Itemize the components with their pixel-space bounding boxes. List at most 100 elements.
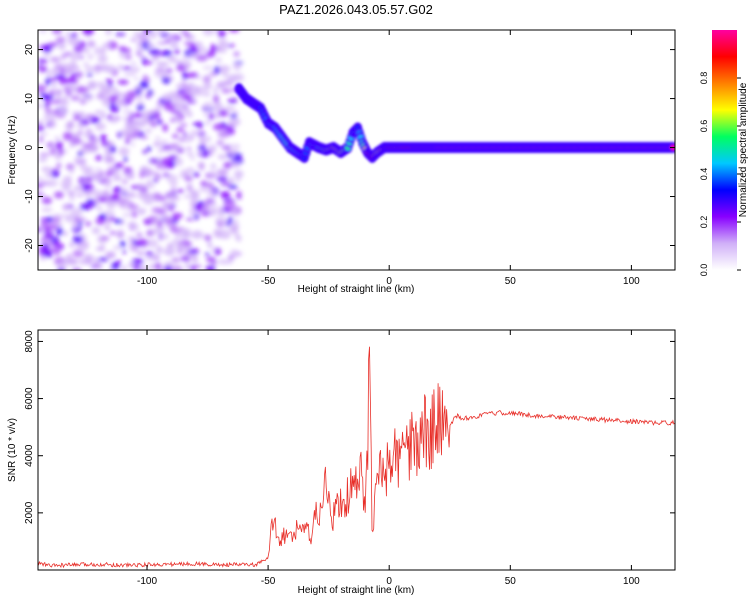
snr-xtick-label: -100	[137, 576, 157, 587]
noise-speckle	[51, 168, 57, 172]
noise-speckle	[153, 107, 161, 112]
noise-speckle	[98, 213, 107, 220]
noise-speckle	[104, 150, 113, 158]
noise-speckle	[216, 176, 228, 182]
spectrogram-xlabel: Height of straight line (km)	[298, 284, 415, 295]
noise-speckle	[228, 30, 240, 33]
noise-speckle	[127, 221, 138, 229]
spectrogram-ytick-label: 10	[24, 93, 35, 105]
noise-speckle	[54, 136, 60, 141]
noise-speckle	[89, 137, 100, 144]
noise-speckle	[176, 64, 186, 72]
noise-speckle	[179, 99, 187, 103]
snr-panel: -100 -50 0 50 100 2000 4000 6000 8000 Height of …	[7, 329, 676, 596]
noise-speckle	[101, 42, 112, 48]
noise-speckle	[188, 81, 194, 88]
noise-speckle	[49, 77, 57, 82]
noise-speckle	[38, 66, 43, 71]
noise-speckle	[146, 146, 152, 152]
noise-speckle	[208, 112, 214, 121]
spectrogram-xtick-label: -50	[261, 276, 276, 287]
noise-speckle	[195, 90, 205, 96]
noise-speckle	[224, 200, 236, 209]
noise-speckle	[223, 106, 236, 111]
noise-speckle	[175, 83, 184, 89]
noise-speckle	[201, 148, 209, 158]
colorbar-tick-label: 0.6	[699, 120, 709, 133]
noise-speckle	[109, 95, 119, 100]
noise-speckle	[166, 242, 175, 249]
noise-speckle	[181, 230, 191, 239]
noise-speckle	[130, 142, 135, 147]
noise-speckle	[62, 204, 70, 212]
noise-speckle	[233, 51, 240, 57]
noise-speckle	[62, 231, 68, 236]
colorbar-tick-label: 0.8	[699, 72, 709, 85]
noise-speckle	[155, 136, 161, 140]
noise-speckle	[194, 231, 201, 237]
noise-speckle	[190, 44, 197, 50]
noise-speckle	[202, 66, 214, 70]
noise-speckle	[233, 62, 242, 71]
chart-title: PAZ1.2026.043.05.57.G02	[279, 2, 433, 17]
noise-speckle	[159, 214, 168, 218]
noise-speckle	[53, 191, 64, 199]
noise-speckle	[156, 162, 162, 170]
noise-speckle	[84, 166, 94, 171]
noise-speckle	[97, 257, 109, 262]
noise-speckle	[41, 207, 53, 212]
noise-speckle	[236, 190, 242, 200]
noise-speckle	[141, 110, 151, 118]
noise-speckle	[121, 47, 132, 54]
noise-speckle	[99, 84, 111, 94]
noise-speckle	[76, 122, 86, 129]
noise-speckle	[121, 179, 128, 185]
noise-speckle	[55, 222, 64, 227]
noise-speckle	[91, 227, 101, 235]
noise-speckle	[42, 243, 50, 251]
noise-speckle	[79, 179, 91, 184]
noise-speckle	[169, 143, 179, 148]
noise-speckle	[145, 42, 155, 48]
noise-speckle	[87, 40, 96, 48]
noise-speckle	[104, 225, 111, 230]
spectrogram-frame	[37, 29, 676, 271]
noise-speckle	[157, 61, 169, 67]
noise-speckle	[164, 216, 173, 225]
noise-speckle	[155, 262, 162, 270]
noise-speckle	[130, 38, 138, 42]
noise-speckle	[44, 101, 53, 105]
noise-speckle	[62, 96, 68, 101]
noise-speckle	[229, 249, 240, 258]
noise-speckle	[118, 147, 130, 156]
noise-speckle	[198, 145, 206, 151]
noise-speckle	[73, 115, 81, 121]
noise-speckle	[54, 89, 63, 95]
noise-speckle	[169, 182, 179, 187]
noise-speckle	[71, 111, 81, 116]
noise-speckle	[49, 122, 56, 128]
noise-speckle	[38, 30, 48, 33]
noise-speckle	[226, 43, 235, 48]
noise-speckle	[87, 53, 94, 60]
noise-speckle	[65, 30, 70, 38]
noise-speckle	[144, 60, 154, 65]
noise-speckle	[202, 30, 214, 36]
noise-speckle	[234, 170, 244, 179]
noise-speckle	[232, 208, 238, 217]
snr-frame	[37, 329, 676, 571]
noise-speckle	[40, 220, 50, 229]
noise-speckle	[38, 182, 44, 189]
noise-speckle	[124, 128, 135, 135]
noise-speckle	[168, 155, 177, 161]
noise-speckle	[207, 241, 213, 249]
noise-speckle	[171, 134, 179, 139]
noise-speckle	[149, 31, 157, 39]
noise-speckle	[148, 88, 153, 96]
noise-speckle	[218, 65, 231, 73]
noise-speckle	[78, 129, 83, 136]
noise-speckle	[56, 227, 63, 236]
noise-speckle	[49, 147, 57, 156]
noise-speckle	[147, 229, 152, 237]
